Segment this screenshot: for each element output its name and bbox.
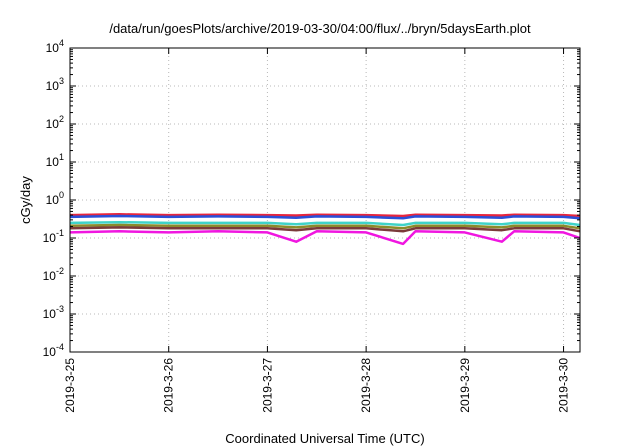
y-tick-label: 10-2 <box>43 266 64 283</box>
y-tick-exponent: 4 <box>59 38 64 48</box>
y-tick-exponent: 2 <box>59 114 64 124</box>
y-tick-exponent: 3 <box>59 76 64 86</box>
y-tick-label: 101 <box>46 152 64 169</box>
y-tick-base: 10 <box>43 269 57 283</box>
y-tick-label: 10-1 <box>43 228 64 245</box>
x-tick-label: 2019-3-27 <box>260 358 274 413</box>
series-line-1 <box>69 213 581 218</box>
y-tick-exponent: -2 <box>56 266 64 276</box>
x-axis-label: Coordinated Universal Time (UTC) <box>225 431 424 446</box>
y-tick-base: 10 <box>46 117 60 131</box>
y-tick-label: 104 <box>46 38 64 55</box>
y-tick-exponent: 1 <box>59 152 64 162</box>
y-tick-base: 10 <box>46 193 60 207</box>
y-tick-label: 10-3 <box>43 304 64 321</box>
y-tick-label: 102 <box>46 114 64 131</box>
y-tick-base: 10 <box>43 307 57 321</box>
series-line-5 <box>69 226 581 233</box>
y-axis-label: cGy/day <box>18 176 33 224</box>
series-line-4 <box>69 223 581 230</box>
series-line-2 <box>69 214 581 220</box>
series-line-3 <box>69 220 581 227</box>
y-tick-base: 10 <box>43 231 57 245</box>
x-tick-label: 2019-3-28 <box>359 358 373 413</box>
x-tick-label: 2019-3-26 <box>162 358 176 413</box>
x-tick-label: 2019-3-29 <box>458 358 472 413</box>
y-tick-base: 10 <box>43 345 57 359</box>
y-tick-exponent: 0 <box>59 190 64 200</box>
y-tick-label: 103 <box>46 76 64 93</box>
grid <box>69 48 580 352</box>
chart-title: /data/run/goesPlots/archive/2019-03-30/0… <box>109 21 531 36</box>
y-tick-label: 100 <box>46 190 64 207</box>
y-tick-base: 10 <box>46 41 60 55</box>
y-tick-exponent: -1 <box>56 228 64 238</box>
y-tick-label: 10-4 <box>43 342 64 359</box>
plot-series <box>69 213 581 246</box>
y-tick-exponent: -4 <box>56 342 64 352</box>
y-tick-base: 10 <box>46 155 60 169</box>
y-tick-base: 10 <box>46 79 60 93</box>
series-line-6 <box>69 230 581 246</box>
x-tick-label: 2019-3-25 <box>63 358 77 413</box>
x-tick-label: 2019-3-30 <box>557 358 571 413</box>
x-axis-ticks: 2019-3-25 2019-3-26 2019-3-27 2019-3-28 2019… <box>63 48 571 413</box>
y-tick-exponent: -3 <box>56 304 64 314</box>
